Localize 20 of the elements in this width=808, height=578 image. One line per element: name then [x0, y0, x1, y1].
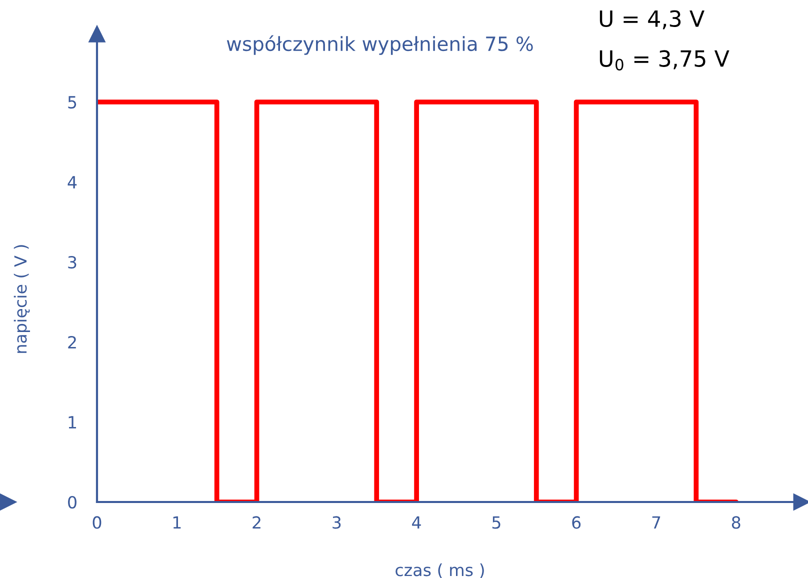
- y-tick-label: 4: [68, 176, 77, 188]
- x-tick-label: 0: [92, 516, 102, 529]
- x-tick-label: 7: [652, 516, 660, 529]
- y-tick-label: 0: [68, 496, 76, 509]
- annotation: współczynnik wypełnienia 75 %: [226, 35, 533, 55]
- x-axis-title: czas ( ms ): [396, 563, 484, 578]
- x-tick-label: 8: [732, 516, 740, 529]
- x-tick-label: 2: [252, 516, 260, 529]
- y-axis-title: napięcie ( V ): [14, 245, 30, 353]
- x-tick-label: 6: [572, 516, 581, 529]
- x-tick-label: 3: [332, 516, 341, 529]
- annotation: U$_{0}$ = 3,75 V: [600, 50, 730, 71]
- text: U = 4,3 V: [600, 10, 704, 30]
- x-tick-label: 1: [173, 516, 181, 529]
- x-tick-label: 4: [412, 516, 421, 529]
- y-tick-label: 2: [68, 336, 76, 348]
- y-tick-label: 5: [68, 96, 76, 109]
- y-tick-label: 1: [68, 416, 76, 428]
- y-tick-label: 3: [68, 256, 76, 269]
- x-tick-label: 5: [492, 516, 500, 529]
